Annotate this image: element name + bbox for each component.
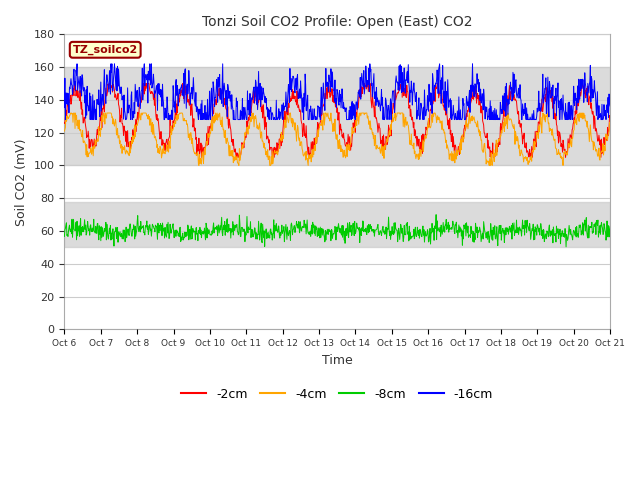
Bar [65,67,610,166]
Y-axis label: Soil CO2 (mV): Soil CO2 (mV) [15,138,28,226]
Title: Tonzi Soil CO2 Profile: Open (East) CO2: Tonzi Soil CO2 Profile: Open (East) CO2 [202,15,472,29]
Text: TZ_soilco2: TZ_soilco2 [72,45,138,55]
X-axis label: Time: Time [322,354,353,367]
Bar [65,202,610,247]
Legend: -2cm, -4cm, -8cm, -16cm: -2cm, -4cm, -8cm, -16cm [177,383,498,406]
